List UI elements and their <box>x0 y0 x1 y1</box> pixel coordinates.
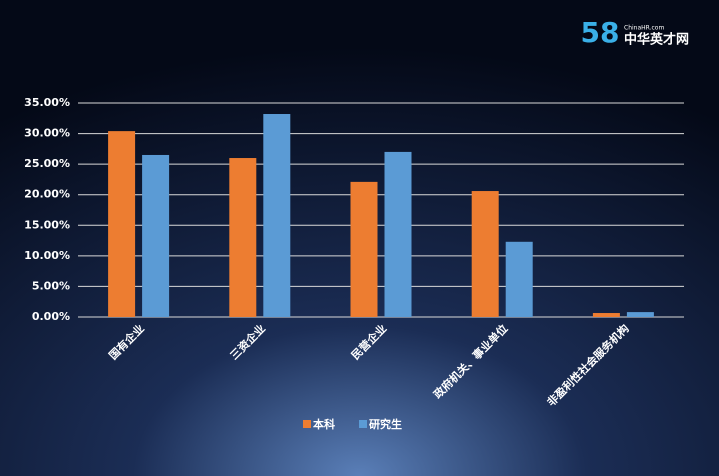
bar <box>505 241 533 317</box>
logo-site: ChinaHR.com <box>624 25 664 32</box>
bar <box>229 158 257 317</box>
y-tick-label: 15.00% <box>24 218 70 231</box>
bar <box>384 151 412 317</box>
legend-label: 本科 <box>313 417 335 431</box>
bar <box>108 131 136 317</box>
legend-swatch <box>303 420 311 428</box>
y-tick-label: 0.00% <box>32 310 70 323</box>
y-tick-label: 20.00% <box>24 188 70 201</box>
bar <box>626 312 654 317</box>
legend-label: 研究生 <box>369 417 402 431</box>
bar <box>263 114 291 318</box>
bar <box>142 154 170 317</box>
bar <box>471 191 499 317</box>
bar <box>350 181 378 317</box>
y-tick-label: 30.00% <box>24 127 70 140</box>
y-tick-label: 5.00% <box>32 279 70 292</box>
y-tick-label: 25.00% <box>24 157 70 170</box>
y-tick-label: 10.00% <box>24 249 70 262</box>
legend-swatch <box>359 420 367 428</box>
bar <box>592 313 620 317</box>
logo-name: 中华英才网 <box>624 32 689 48</box>
y-tick-label: 35.00% <box>24 96 70 109</box>
logo-number: 58 <box>581 16 620 49</box>
